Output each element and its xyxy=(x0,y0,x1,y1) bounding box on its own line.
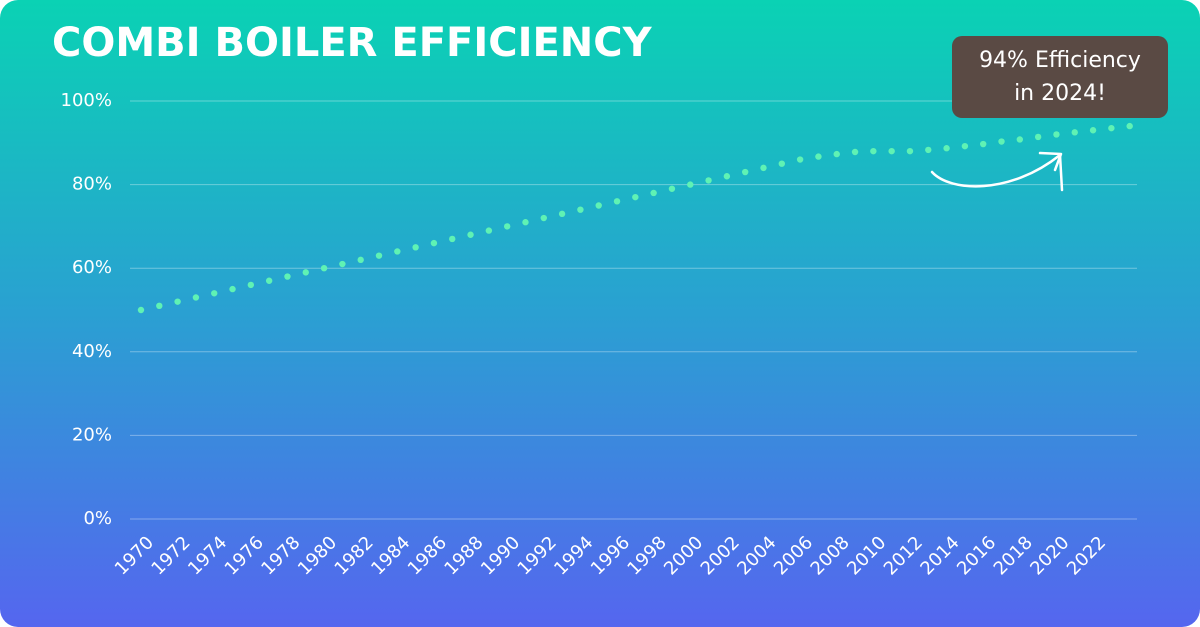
data-dot xyxy=(156,302,163,310)
data-dot xyxy=(1126,122,1133,130)
data-dot xyxy=(778,160,786,167)
data-dot xyxy=(192,294,200,301)
data-dot xyxy=(503,223,511,230)
data-dot xyxy=(558,210,566,218)
data-dot xyxy=(1034,133,1042,141)
data-dot xyxy=(595,202,602,209)
data-dot xyxy=(229,285,236,293)
data-dot xyxy=(302,269,309,276)
data-dot xyxy=(888,147,895,155)
annotation-text: in 2024! xyxy=(1014,81,1106,106)
data-dot xyxy=(741,168,749,176)
data-dot xyxy=(1089,127,1097,134)
data-dot xyxy=(705,177,712,184)
data-dot xyxy=(1016,136,1024,143)
data-dot xyxy=(357,256,364,264)
annotation-arrowhead xyxy=(1038,151,1063,172)
data-dot xyxy=(137,306,145,314)
data-dot xyxy=(174,298,181,305)
data-dot xyxy=(522,219,529,226)
data-dot xyxy=(925,146,932,154)
data-dot xyxy=(485,227,493,234)
data-dot xyxy=(577,206,584,213)
data-dot xyxy=(1108,124,1115,132)
data-dot xyxy=(961,142,969,150)
data-dot xyxy=(1053,131,1060,138)
y-tick-label: 0% xyxy=(83,508,112,529)
data-dot xyxy=(668,185,676,192)
data-dot xyxy=(1071,129,1078,136)
data-dot xyxy=(284,273,291,280)
data-dot xyxy=(632,193,639,201)
annotation-text: 94% Efficiency xyxy=(979,48,1141,73)
data-dot xyxy=(320,265,328,272)
data-dot xyxy=(906,147,914,155)
data-dot xyxy=(943,145,950,152)
y-tick-label: 60% xyxy=(72,257,112,278)
annotation-arrow-tail xyxy=(1058,153,1064,192)
data-dot xyxy=(449,235,456,243)
data-dot xyxy=(394,248,401,255)
data-dot xyxy=(211,290,218,297)
data-dot xyxy=(375,252,383,259)
data-dot xyxy=(998,138,1005,145)
data-dot xyxy=(247,281,255,289)
y-tick-label: 100% xyxy=(61,90,112,111)
data-dot xyxy=(796,156,804,163)
data-dot xyxy=(540,214,547,222)
y-tick-label: 80% xyxy=(72,174,112,195)
data-dot xyxy=(650,189,657,197)
data-dot xyxy=(430,239,438,247)
annotation-box xyxy=(952,36,1168,118)
y-tick-label: 40% xyxy=(72,341,112,362)
data-dot xyxy=(265,277,273,284)
data-dot xyxy=(723,173,731,180)
data-dot xyxy=(613,198,621,205)
data-dot xyxy=(339,260,346,268)
data-dot xyxy=(833,150,840,158)
data-dot xyxy=(687,181,694,188)
data-dot xyxy=(870,147,877,155)
y-tick-label: 20% xyxy=(72,424,112,445)
data-dot xyxy=(467,231,474,238)
data-dot xyxy=(980,140,987,148)
annotation-arrow xyxy=(930,153,1062,188)
data-dot xyxy=(412,244,419,251)
data-dot xyxy=(815,153,822,160)
data-dot xyxy=(760,164,767,172)
chart-title: COMBI BOILER EFFICIENCY xyxy=(52,20,653,66)
data-dot xyxy=(851,148,859,156)
